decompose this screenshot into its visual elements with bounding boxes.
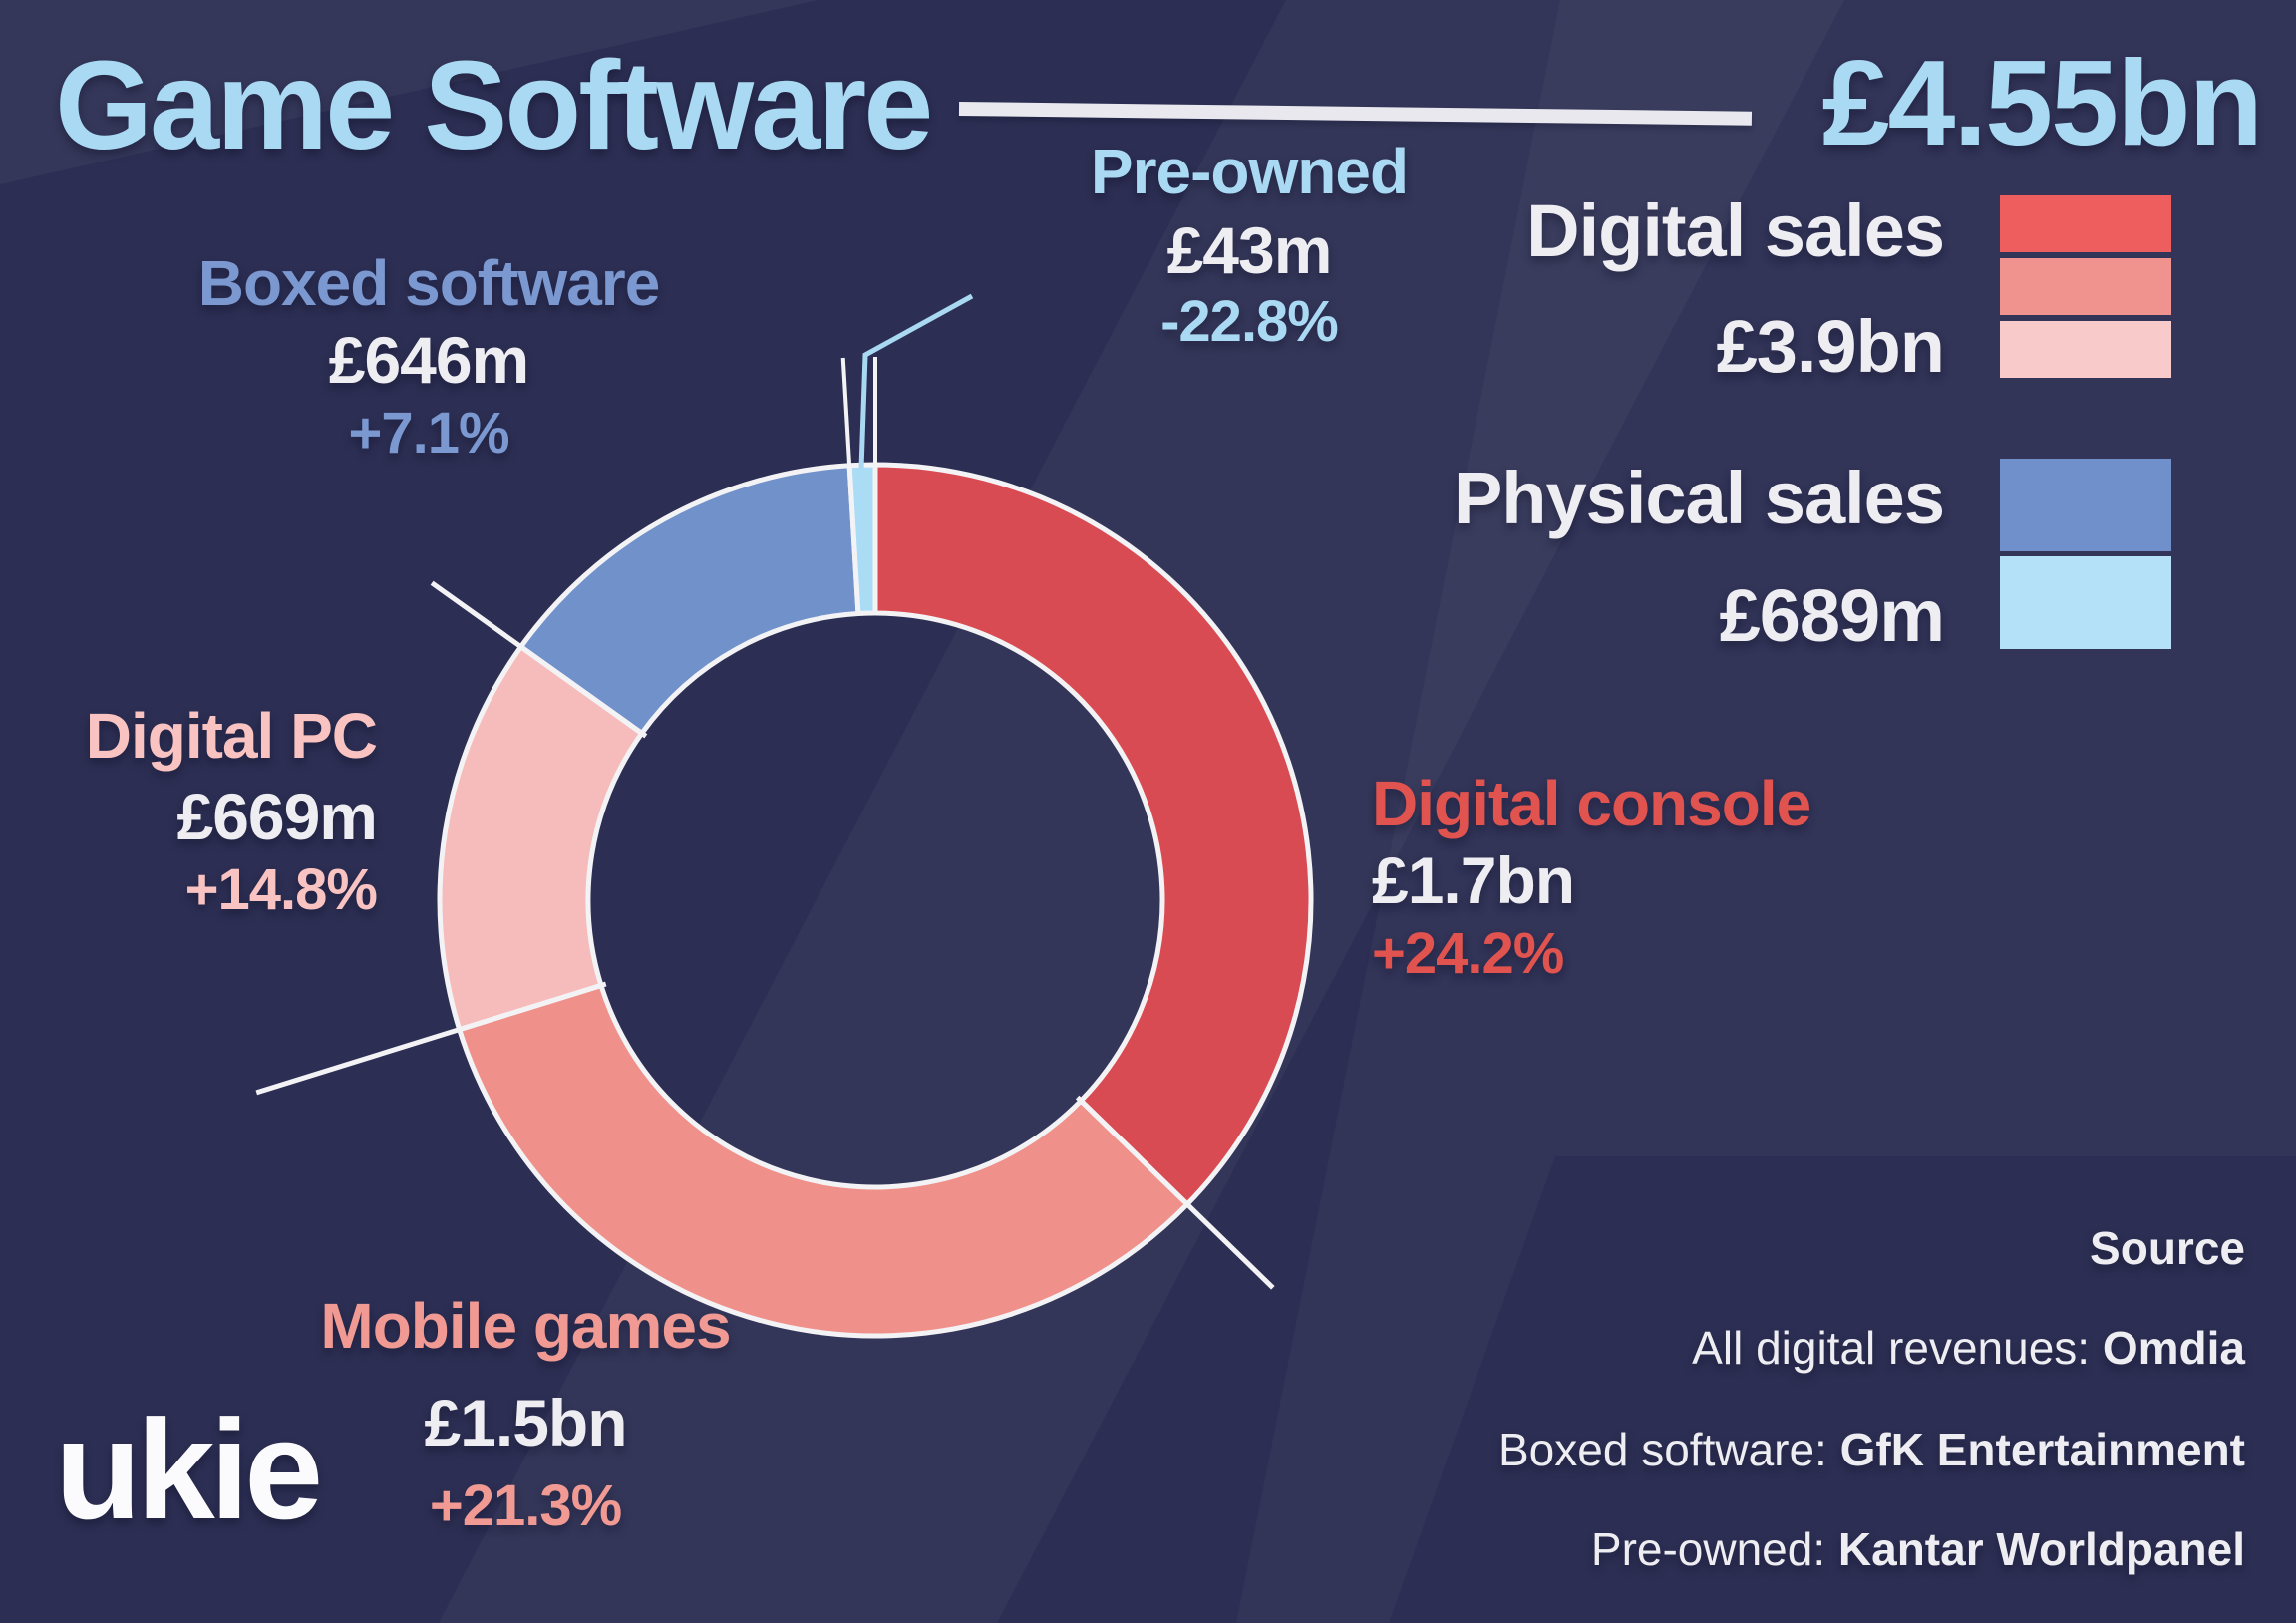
callout-digital-console-label: Digital console	[1372, 768, 1811, 839]
physical-swatch-1	[2000, 556, 2171, 649]
legend-digital-sales-value: £3.9bn	[1716, 305, 1945, 388]
callout-boxed-software-label: Boxed software	[197, 247, 661, 319]
donut-segment-digital-console	[872, 462, 1314, 1207]
callout-mobile-games-label: Mobile games	[320, 1290, 731, 1362]
callout-boxed-software-value: £646m	[328, 323, 530, 397]
leader-line-1	[255, 981, 607, 1096]
ukie-logo: ukie	[55, 1391, 323, 1549]
digital-swatch-1	[2000, 258, 2171, 315]
source-heading: Source	[2090, 1222, 2245, 1274]
source-row-boxed-label: Boxed software:	[1498, 1424, 1840, 1475]
callout-mobile-games-value: £1.5bn	[424, 1386, 627, 1460]
source-row-preowned: Pre-owned: Kantar Worldpanel	[1590, 1523, 2245, 1575]
legend-physical-sales-label: Physical sales	[1453, 457, 1945, 539]
background-shard-top-left	[0, 0, 818, 184]
callout-digital-pc-label: Digital PC	[85, 700, 378, 772]
donut-leader-lines	[255, 357, 1275, 1290]
digital-swatch-0	[2000, 195, 2171, 252]
physical-swatch-0	[2000, 459, 2171, 551]
preowned-callout-line	[858, 293, 974, 470]
callout-digital-pc-change: +14.8%	[184, 857, 378, 922]
callout-boxed-software-change: +7.1%	[348, 401, 509, 466]
callout-preowned-change: -22.8%	[1160, 289, 1339, 354]
digital-swatch-2	[2000, 321, 2171, 378]
source-row-digital: All digital revenues: Omdia	[1692, 1322, 2245, 1374]
legend-digital-sales-label: Digital sales	[1526, 189, 1945, 272]
source-row-boxed-value: GfK Entertainment	[1839, 1424, 2245, 1475]
leader-line-2	[430, 580, 648, 739]
callout-digital-pc-value: £669m	[176, 780, 378, 853]
callout-preowned-label: Pre-owned	[1090, 136, 1409, 207]
donut-segment-digital-pc	[437, 644, 645, 1033]
source-row-digital-value: Omdia	[2102, 1322, 2245, 1374]
source-row-digital-label: All digital revenues:	[1692, 1322, 2103, 1374]
callout-digital-console-value: £1.7bn	[1372, 843, 1575, 917]
donut-segments	[437, 462, 1314, 1339]
source-row-preowned-value: Kantar Worldpanel	[1837, 1523, 2245, 1575]
source-row-boxed: Boxed software: GfK Entertainment	[1498, 1424, 2245, 1475]
leader-line-0	[1075, 1095, 1275, 1290]
callout-preowned-value: £43m	[1166, 213, 1333, 287]
leader-line-3	[840, 357, 852, 466]
legend-physical-sales-value: £689m	[1719, 574, 1945, 657]
source-row-preowned-label: Pre-owned:	[1590, 1523, 1838, 1575]
donut-segment-pre-owned	[846, 462, 878, 617]
callout-digital-console-change: +24.2%	[1372, 921, 1564, 986]
donut-segment-mobile-games	[457, 982, 1190, 1339]
callout-mobile-games-change: +21.3%	[429, 1473, 622, 1538]
page-title: Game Software	[55, 35, 933, 175]
total-value: £4.55bn	[1821, 35, 2263, 170]
